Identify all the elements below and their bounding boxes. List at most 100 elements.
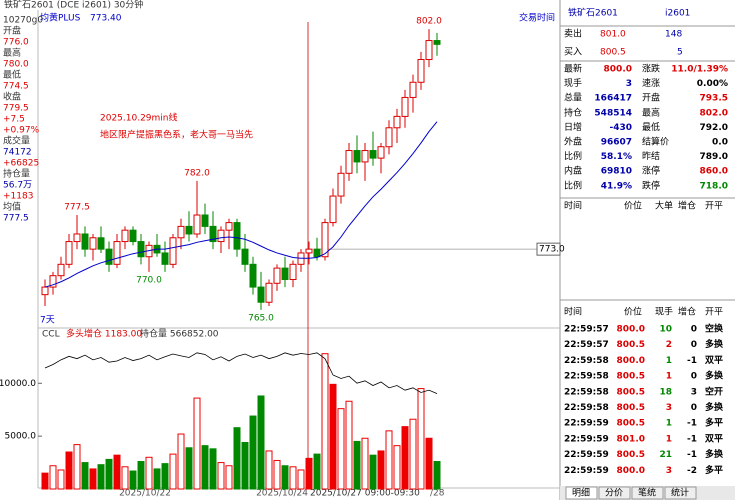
- header: 增仓: [678, 200, 696, 212]
- tab-label[interactable]: 笔统: [638, 487, 656, 499]
- stat-value: 69810: [601, 167, 632, 177]
- header: 时间: [564, 306, 582, 318]
- trade-qty: 1: [666, 419, 672, 429]
- quote-code: i2601: [665, 9, 690, 19]
- trade-type: 多平: [705, 417, 723, 429]
- volume-bar: [361, 437, 369, 490]
- lower-label: 持仓量 566852.00: [140, 328, 219, 340]
- x-label: 2025/10/24: [256, 489, 308, 499]
- candle-body: [345, 150, 353, 174]
- candle-body: [105, 248, 113, 265]
- last-price: 773.0: [539, 245, 565, 255]
- volume-bar: [433, 461, 441, 490]
- price-label: 765.0: [248, 313, 274, 323]
- trade-price: 801.0: [617, 434, 645, 444]
- volume-bar: [161, 463, 169, 490]
- volume-bar: [289, 466, 297, 490]
- candle-body: [361, 150, 369, 163]
- bid: 800.5: [600, 48, 626, 58]
- candle-body: [249, 263, 257, 288]
- tab-label[interactable]: 明细: [572, 487, 590, 499]
- tab-label[interactable]: 分价: [605, 488, 623, 499]
- stat-value: 96607: [601, 138, 632, 148]
- trade-qty: 2: [666, 340, 672, 350]
- sidebar-item: +66825: [3, 159, 39, 169]
- tab[interactable]: [631, 486, 664, 500]
- candle-body: [409, 81, 417, 98]
- stat-label: 开盘: [642, 92, 660, 104]
- stat-label: 昨结: [642, 150, 660, 162]
- volume-bar: [385, 430, 393, 490]
- candle-body: [57, 263, 65, 277]
- volume-bar: [177, 433, 185, 490]
- header: 价位: [624, 306, 642, 318]
- volume-bar: [353, 440, 361, 490]
- stat-label: 现手: [564, 77, 582, 89]
- volume-bar: [113, 454, 121, 490]
- trade-price: 800.5: [617, 372, 645, 382]
- trade-price: 800.5: [617, 403, 645, 413]
- volume-bar: [129, 470, 137, 490]
- candle-body: [393, 115, 401, 129]
- trade-time: 22:59:59: [564, 434, 609, 444]
- trade-price: 800.0: [617, 325, 645, 335]
- candle-body: [89, 237, 97, 250]
- candle-body: [121, 229, 129, 243]
- volume-bar: [89, 468, 97, 490]
- volume-bar: [345, 400, 353, 490]
- volume-bar: [121, 466, 129, 490]
- candle-body: [337, 172, 345, 197]
- trade-type: 空换: [705, 323, 724, 335]
- volume-bar: [153, 468, 161, 490]
- price-label: 777.5: [64, 203, 90, 213]
- volume-bar: [417, 388, 425, 490]
- volume-bar: [209, 448, 217, 490]
- tab[interactable]: [565, 486, 598, 500]
- price-label: 802.0: [416, 17, 442, 27]
- oi-line: [44, 352, 438, 395]
- trade-type: 双平: [705, 355, 723, 366]
- y-tick-label: 5000.0: [5, 432, 37, 442]
- volume-bar: [57, 469, 65, 490]
- tab-label[interactable]: 统计: [671, 487, 689, 499]
- trade-type: 双平: [705, 433, 723, 444]
- header: 价位: [624, 200, 642, 212]
- trade-chg: -1: [687, 356, 697, 366]
- volume-bar: [281, 465, 289, 490]
- tab[interactable]: [664, 486, 697, 500]
- volume-bar: [257, 395, 265, 490]
- header: 时间: [564, 200, 582, 212]
- candle-body: [233, 222, 241, 250]
- candle-body: [401, 96, 409, 117]
- candle-body: [185, 225, 193, 235]
- sidebar-item: 74172: [3, 148, 32, 158]
- volume-bar: [201, 445, 209, 490]
- candle-body: [193, 214, 201, 235]
- header-title: 铁矿石2601 (DCE i2601) 30分钟: [4, 0, 143, 11]
- last-price-box: [536, 242, 561, 256]
- stat-value: 789.0: [700, 152, 728, 162]
- candle-body: [369, 150, 377, 159]
- sidebar-item: 最高: [3, 47, 21, 59]
- mode: 交易时间: [519, 12, 555, 24]
- period: 7天: [40, 316, 55, 326]
- candle-body: [329, 195, 337, 224]
- tab[interactable]: [598, 486, 631, 500]
- stat-value: 793.5: [700, 94, 728, 104]
- quote-title-bg: [562, 2, 733, 24]
- trade-type: 多换: [705, 338, 724, 350]
- candle-body: [313, 248, 321, 258]
- trade-chg: -1: [687, 434, 697, 444]
- stat-label: 比例: [564, 150, 582, 162]
- volume-bar: [265, 450, 273, 490]
- candle-body: [321, 222, 329, 258]
- candle-body: [417, 59, 425, 83]
- candle-body: [129, 229, 137, 243]
- trade-time: 22:59:57: [564, 325, 609, 335]
- header: 大单: [655, 200, 673, 212]
- volume-bar: [313, 453, 321, 490]
- indicator-value: 773.40: [90, 14, 122, 24]
- stat-label: 比例: [564, 179, 582, 191]
- header: 现手: [655, 306, 673, 318]
